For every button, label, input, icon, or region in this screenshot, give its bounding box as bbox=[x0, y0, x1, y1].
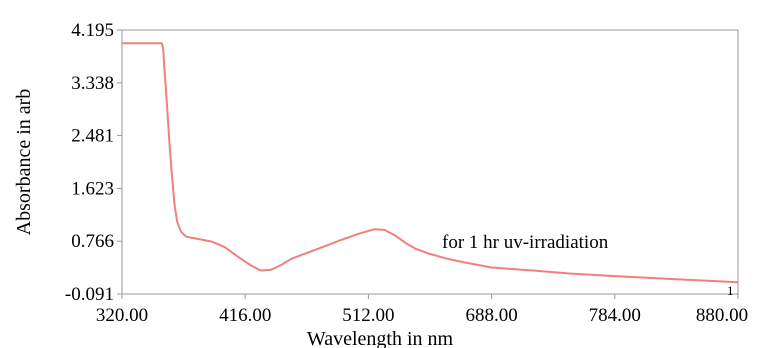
y-tick-label: -0.091 bbox=[65, 284, 114, 305]
series-annotation: for 1 hr uv-irradiation bbox=[442, 232, 609, 253]
y-tick-label: 3.338 bbox=[71, 73, 114, 94]
y-tick-label: 2.481 bbox=[71, 126, 114, 147]
x-tick-label: 320.00 bbox=[96, 305, 148, 326]
plot-frame bbox=[121, 29, 739, 295]
y-tick-label: 1.623 bbox=[71, 178, 114, 199]
y-tick-label: 0.766 bbox=[71, 231, 114, 252]
y-axis-title: Absorbance in arb bbox=[13, 89, 35, 236]
series-end-marker: 1 bbox=[727, 283, 734, 298]
x-tick-label: 688.00 bbox=[465, 305, 517, 326]
absorbance-series-line bbox=[122, 42, 739, 284]
x-axis-ticks: 320.00 416.00 512.00 688.00 784.00 880.00 bbox=[96, 294, 748, 326]
x-tick-label: 512.00 bbox=[342, 305, 394, 326]
x-tick-label: 880.00 bbox=[696, 305, 748, 326]
x-tick-label: 416.00 bbox=[219, 305, 271, 326]
x-axis-title: Wavelength in nm bbox=[307, 328, 454, 348]
y-tick-label: 4.195 bbox=[71, 20, 114, 41]
x-tick-label: 784.00 bbox=[589, 305, 641, 326]
y-axis-ticks: 4.195 3.338 2.481 1.623 0.766 -0.091 bbox=[65, 20, 122, 305]
